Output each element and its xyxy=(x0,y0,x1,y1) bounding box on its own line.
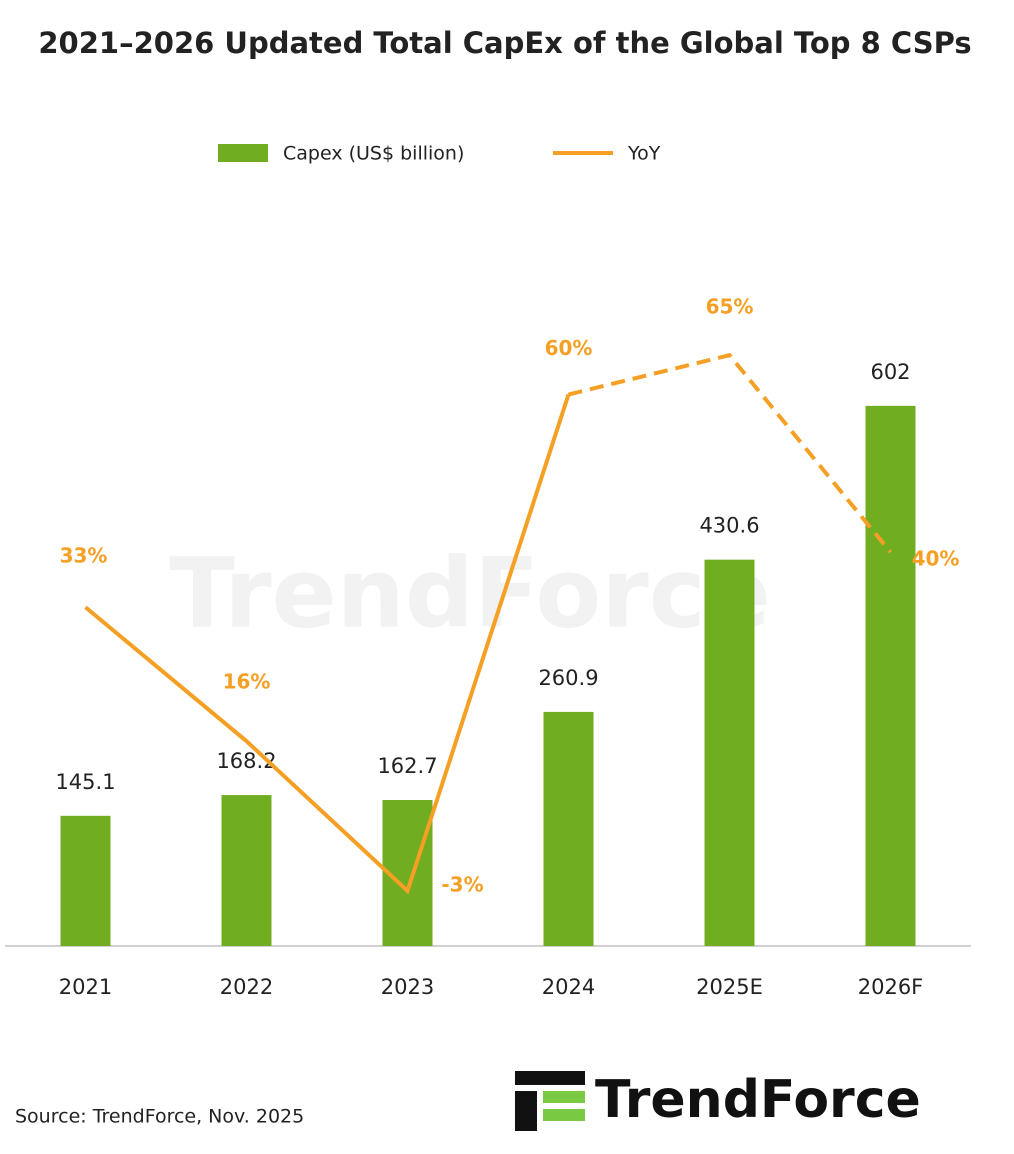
logo-bar xyxy=(515,1091,537,1131)
bar xyxy=(704,559,755,946)
legend-swatch xyxy=(218,144,268,162)
watermark: TrendForce xyxy=(169,537,770,649)
bar xyxy=(865,405,916,947)
yoy-line xyxy=(84,393,571,895)
source: Source: TrendForce, Nov. 2025 xyxy=(15,1106,304,1128)
legend-label: Capex (US$ billion) xyxy=(283,143,464,165)
yoy-label: 60% xyxy=(545,336,593,360)
chart-title: 2021–2026 Updated Total CapEx of the Glo… xyxy=(38,26,971,60)
bar-label: 145.1 xyxy=(55,770,115,794)
bar-label: 162.7 xyxy=(377,754,437,778)
yoy-label: 65% xyxy=(706,295,754,319)
yoy-label: -3% xyxy=(441,872,483,896)
yoy-label: 16% xyxy=(223,670,271,694)
x-tick-label: 2024 xyxy=(542,975,595,999)
x-tick-label: 2021 xyxy=(59,975,112,999)
logo-icon xyxy=(515,1071,585,1131)
legend-label: YoY xyxy=(627,143,661,165)
x-tick-label: 2025E xyxy=(696,975,763,999)
yoy-label: 33% xyxy=(60,544,108,568)
bar-label: 430.6 xyxy=(699,514,759,538)
bar-label: 602 xyxy=(870,360,910,384)
yoy-line xyxy=(568,352,893,554)
x-tick-label: 2023 xyxy=(381,975,434,999)
bar-label: 260.9 xyxy=(538,666,598,690)
logo-bar xyxy=(543,1109,585,1121)
x-tick-label: 2022 xyxy=(220,975,273,999)
bar xyxy=(60,815,111,946)
logo-text: TrendForce xyxy=(595,1070,921,1130)
bar xyxy=(221,795,272,946)
yoy-label: 40% xyxy=(912,547,960,571)
logo-bar xyxy=(515,1071,585,1085)
logo-bar xyxy=(543,1091,585,1103)
bar xyxy=(543,711,594,946)
x-tick-label: 2026F xyxy=(858,975,924,999)
